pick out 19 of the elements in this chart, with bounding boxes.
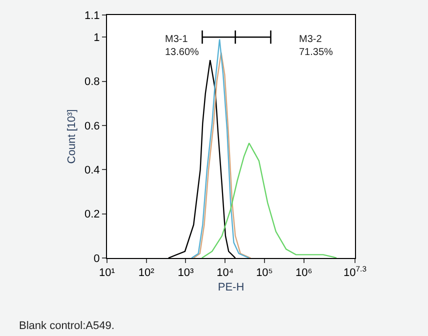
x-tick-label: 10¹	[99, 267, 116, 280]
y-tick-label: 0.2	[84, 208, 100, 221]
y-axis-title: Count [10³]	[66, 109, 78, 164]
y-tick-label: 0.6	[84, 120, 100, 132]
x-tick-label: 10⁶	[295, 267, 312, 280]
annotation: M3-2 71.35%	[299, 34, 334, 58]
y-tick-label: 0	[94, 252, 100, 265]
text: Blank control:A549.	[19, 320, 114, 332]
x-tick-label: 10²	[138, 267, 155, 280]
y-tick-label: 1.1	[84, 10, 100, 22]
x-tick-label: 10³	[178, 267, 194, 280]
y-tick-label: 0.8	[84, 76, 100, 88]
x-tick-label: 10⁵	[256, 267, 273, 280]
x-tick-label: 10⁴	[216, 267, 234, 280]
x-tick-label: 10$^{7.3}$	[344, 264, 366, 280]
y-tick-label: 1	[94, 32, 100, 44]
annotation: M3-1 13.60%	[165, 34, 200, 58]
y-tick-label: 0.4	[84, 164, 100, 176]
x-axis-title: PE-H	[218, 281, 244, 294]
